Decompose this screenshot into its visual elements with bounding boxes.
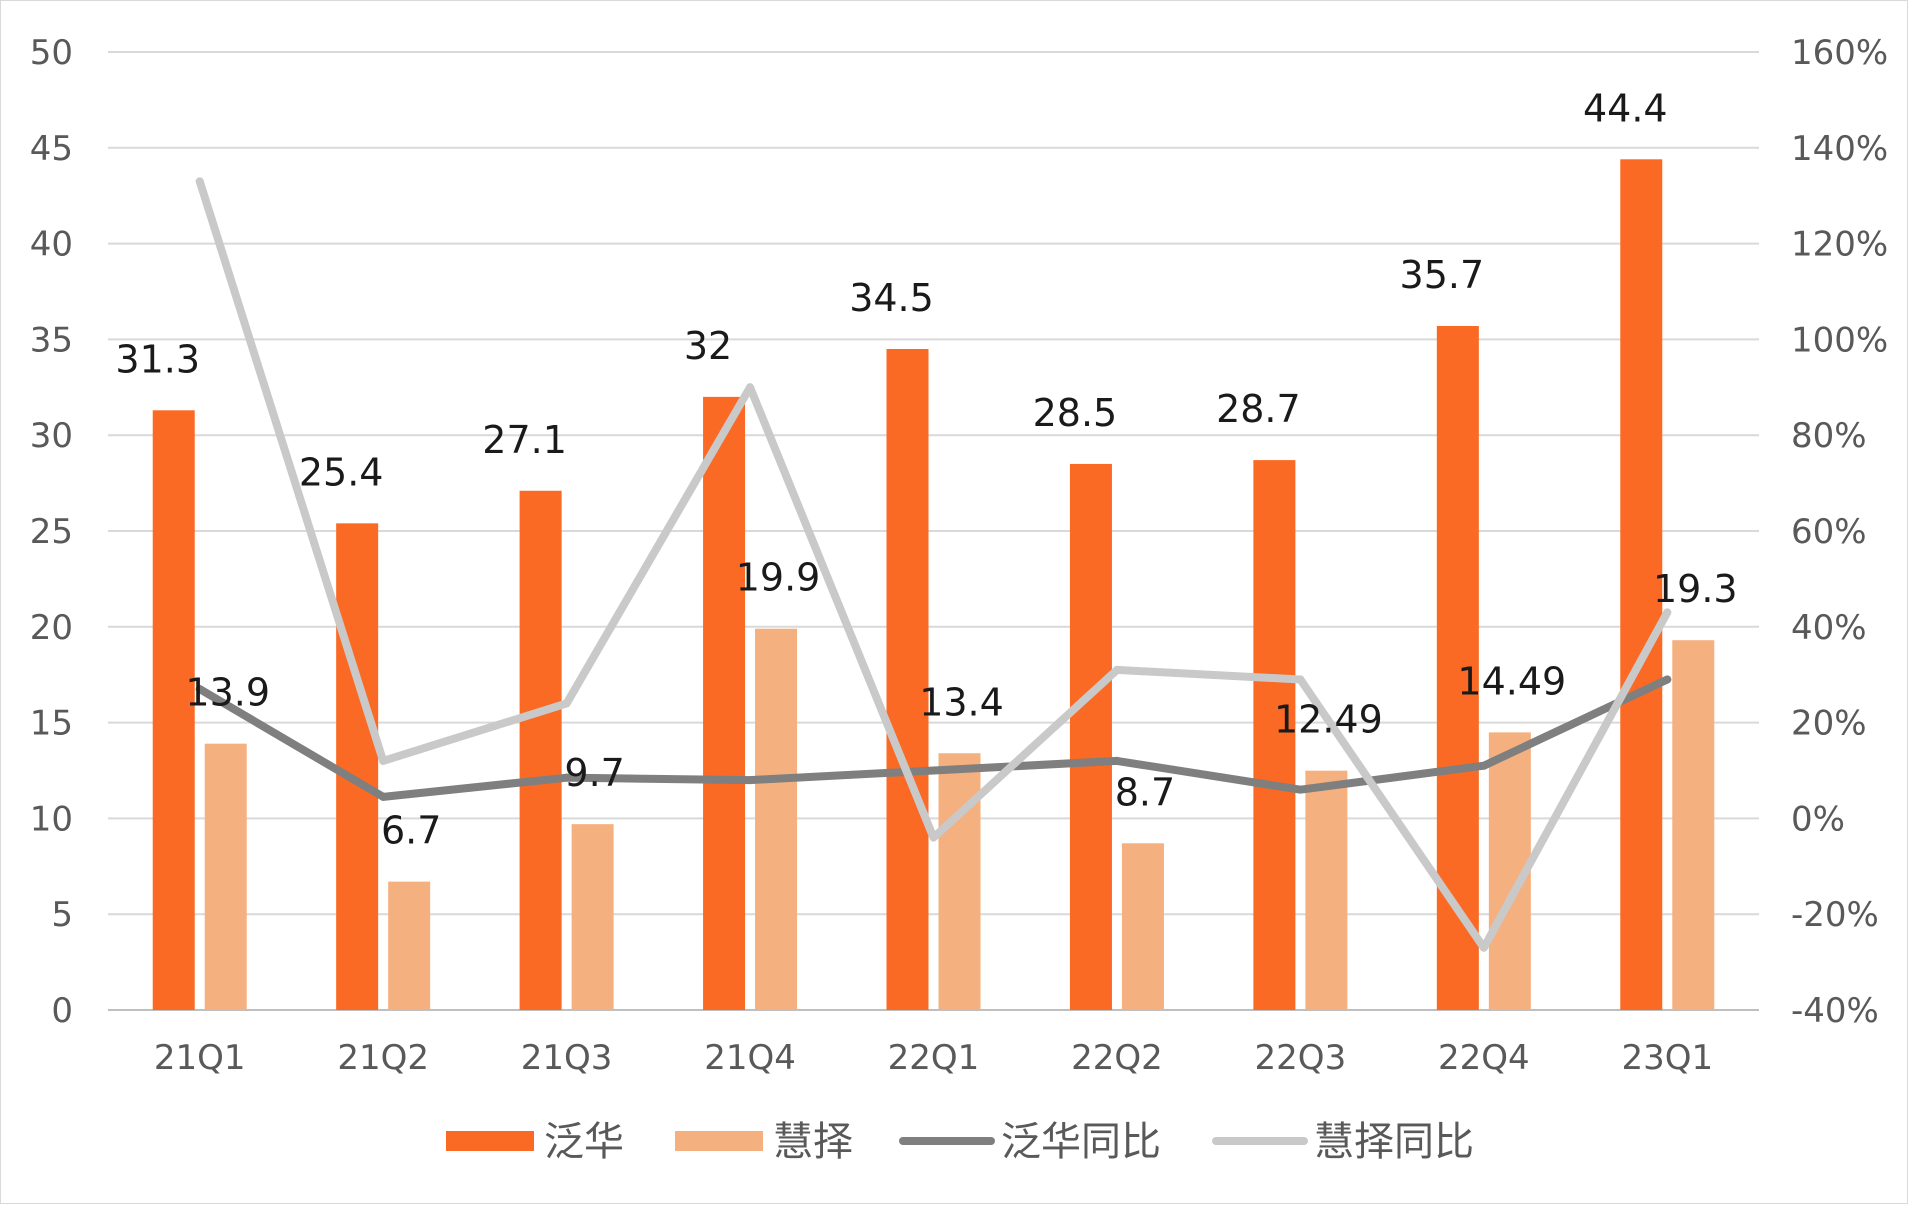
line-point	[1296, 675, 1305, 684]
y2-axis-tick-label: 140%	[1791, 129, 1888, 169]
y-axis-tick-label: 25	[30, 512, 73, 552]
data-label: 34.5	[849, 276, 934, 320]
data-labels: 31.3 25.4 27.1 32 34.5 28.5 28.7 35.7 44.4 13.9 6.…	[115, 86, 1737, 852]
data-label: 35.7	[1400, 253, 1485, 297]
bar-huize	[571, 824, 614, 1010]
y2-axis-tick-label: 20%	[1791, 704, 1867, 744]
line-point	[746, 776, 755, 785]
legend-label: 慧择	[773, 1119, 853, 1165]
data-label: 12.49	[1274, 698, 1383, 742]
data-label: 14.49	[1457, 659, 1566, 703]
legend: 泛华 慧择 泛华同比 慧择同比	[446, 1119, 1474, 1165]
y2-axis-tick-label: 120%	[1791, 225, 1888, 265]
bar-huize	[204, 743, 247, 1010]
y-axis-tick-label: 5	[51, 895, 73, 935]
y-axis-tick-label: 40	[30, 225, 73, 265]
bar-fanhua	[1253, 460, 1296, 1010]
bar-fanhua	[519, 490, 562, 1010]
line-point	[1663, 608, 1672, 617]
bars	[152, 159, 1715, 1011]
data-label: 13.4	[919, 680, 1004, 724]
bar-huize	[388, 881, 431, 1010]
bar-fanhua	[1069, 463, 1112, 1010]
y2-axis-tick-label: 100%	[1791, 320, 1888, 360]
x-axis-tick-label: 22Q3	[1255, 1038, 1347, 1078]
data-label: 19.3	[1653, 567, 1738, 611]
data-label: 9.7	[564, 751, 624, 795]
bar-fanhua	[152, 410, 195, 1010]
bar-huize	[1121, 843, 1164, 1010]
y-axis-tick-label: 30	[30, 416, 73, 456]
y-axis-tick-label: 35	[30, 320, 73, 360]
y2-axis-tick-label: 60%	[1791, 512, 1867, 552]
data-label: 8.7	[1115, 770, 1175, 814]
data-label: 19.9	[736, 556, 821, 600]
axes: 0 5 10 15 20 25 30 35 40 45 50 -40% -20% 0% 20% 40% 60% 8…	[30, 33, 1888, 1078]
bar-fanhua	[703, 396, 746, 1010]
x-axis-tick-label: 21Q4	[704, 1038, 796, 1078]
data-label: 13.9	[185, 671, 270, 715]
data-label: 32	[684, 324, 732, 368]
bar-fanhua	[336, 523, 379, 1010]
bar-fanhua	[886, 348, 929, 1011]
y2-axis-tick-label: 40%	[1791, 608, 1867, 648]
legend-label: 泛华	[544, 1119, 624, 1165]
legend-label: 慧择同比	[1314, 1119, 1474, 1165]
line-point	[379, 792, 388, 801]
bar-huize	[755, 628, 798, 1010]
line-point	[1663, 675, 1672, 684]
x-axis-tick-label: 23Q1	[1621, 1038, 1713, 1078]
lines	[195, 177, 1672, 952]
x-axis-tick-label: 21Q3	[521, 1038, 613, 1078]
legend-label: 泛华同比	[1001, 1119, 1161, 1165]
line-point	[1112, 665, 1121, 674]
line-point	[929, 766, 938, 775]
line-point	[562, 773, 571, 782]
bar-huize	[938, 753, 981, 1010]
y-axis-tick-label: 45	[30, 129, 73, 169]
bar-fanhua	[1620, 159, 1663, 1010]
x-axis-tick-label: 22Q1	[888, 1038, 980, 1078]
data-label: 44.4	[1583, 86, 1668, 130]
y2-axis-tick-label: 160%	[1791, 33, 1888, 73]
data-label: 25.4	[299, 450, 384, 494]
line-point	[746, 383, 755, 392]
line-point	[379, 756, 388, 765]
y2-axis-tick-label: -20%	[1791, 895, 1879, 935]
y-axis-tick-label: 0	[51, 991, 73, 1031]
y-axis-tick-label: 10	[30, 799, 73, 839]
gridlines	[108, 51, 1759, 1011]
line-point	[1479, 761, 1488, 770]
data-label: 6.7	[381, 809, 441, 853]
x-axis-tick-label: 22Q2	[1071, 1038, 1163, 1078]
legend-swatch	[675, 1131, 763, 1151]
line-point	[929, 833, 938, 842]
y2-axis-tick-label: 0%	[1791, 799, 1845, 839]
data-label: 27.1	[482, 418, 567, 462]
data-label: 28.7	[1216, 387, 1301, 431]
data-label: 31.3	[115, 337, 200, 381]
line-point	[1112, 756, 1121, 765]
bar-huize	[1305, 770, 1348, 1010]
line-point	[1479, 943, 1488, 952]
y2-axis-tick-label: -40%	[1791, 991, 1879, 1031]
x-axis-tick-label: 22Q4	[1438, 1038, 1530, 1078]
y-axis-tick-label: 50	[30, 33, 73, 73]
y2-axis-tick-label: 80%	[1791, 416, 1867, 456]
line-point	[1296, 785, 1305, 794]
line-point	[195, 177, 204, 186]
data-label: 28.5	[1033, 391, 1118, 435]
y-axis-tick-label: 15	[30, 704, 73, 744]
x-axis-tick-label: 21Q1	[154, 1038, 246, 1078]
legend-swatch	[446, 1131, 534, 1151]
line-point	[195, 685, 204, 694]
x-axis-tick-label: 21Q2	[337, 1038, 429, 1078]
y-axis-tick-label: 20	[30, 608, 73, 648]
bar-huize	[1672, 640, 1715, 1010]
line-point	[562, 699, 571, 708]
